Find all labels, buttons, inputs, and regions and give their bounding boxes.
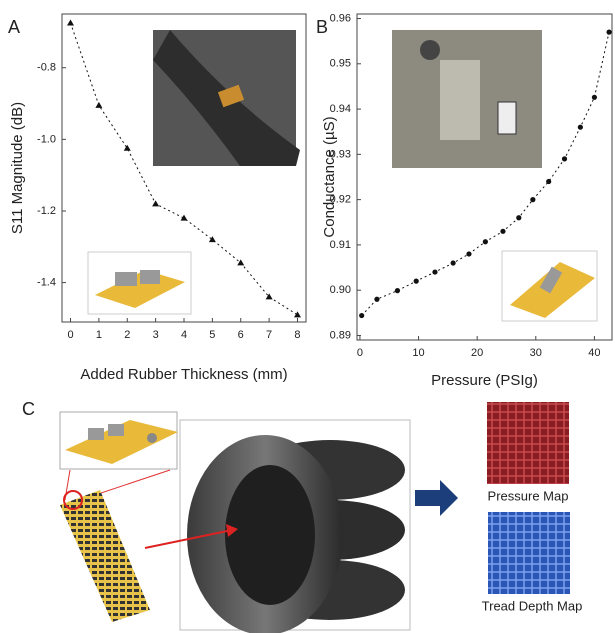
data-point [294,311,301,317]
y-tick-label: 0.95 [330,58,351,70]
map-label: Tread Depth Map [482,598,583,613]
data-point [466,251,471,256]
x-tick-label: 2 [124,329,130,341]
x-tick-label: 4 [181,329,187,341]
data-point [592,95,597,100]
data-point [67,19,74,25]
panel-label: B [316,17,328,37]
y-axis-title: S11 Magnitude (dB) [9,102,26,234]
x-tick-label: 20 [471,347,483,359]
data-point [483,239,488,244]
data-point [562,156,567,161]
data-point [578,125,583,130]
data-point [432,269,437,274]
data-point [181,215,188,221]
map-label: Pressure Map [488,488,569,503]
x-tick-label: 30 [530,347,542,359]
x-tick-label: 5 [209,329,215,341]
x-axis-title: Added Rubber Thickness (mm) [80,366,287,383]
x-tick-label: 3 [153,329,159,341]
y-tick-label: 0.90 [330,284,351,296]
x-axis-title: Pressure (PSIg) [431,372,538,389]
data-point [374,297,379,302]
x-tick-label: 10 [412,347,424,359]
y-tick-label: 0.94 [330,103,351,115]
y-tick-label: -1.4 [37,277,56,289]
y-tick-label: -0.8 [37,62,56,74]
y-axis-title: Conductance (µS) [321,116,338,237]
x-tick-label: 0 [357,347,363,359]
data-point [152,200,159,206]
data-point [395,288,400,293]
data-point [359,313,364,318]
data-point [124,145,131,151]
y-tick-label: 0.89 [330,329,351,341]
data-point [414,279,419,284]
y-tick-label: -1.0 [37,133,56,145]
figure: -0.8 -1.0 -1.2 -1.4 0 1 2 3 4 5 6 7 8 Added Rubber Th… [0,0,615,633]
x-tick-label: 1 [96,329,102,341]
x-tick-label: 0 [67,329,73,341]
data-point [546,179,551,184]
data-point [209,236,216,242]
y-tick-label: -1.2 [37,205,56,217]
data-point [516,215,521,220]
x-tick-label: 6 [238,329,244,341]
y-tick-label: 0.91 [330,239,351,251]
data-point [530,197,535,202]
x-tick-label: 40 [588,347,600,359]
panel-label: C [22,399,35,419]
x-tick-label: 8 [294,329,300,341]
data-point [95,102,102,108]
panel-label: A [8,17,20,37]
data-point [451,260,456,265]
x-tick-label: 7 [266,329,272,341]
data-point [606,30,611,35]
data-point [500,229,505,234]
y-tick-label: 0.96 [330,12,351,24]
